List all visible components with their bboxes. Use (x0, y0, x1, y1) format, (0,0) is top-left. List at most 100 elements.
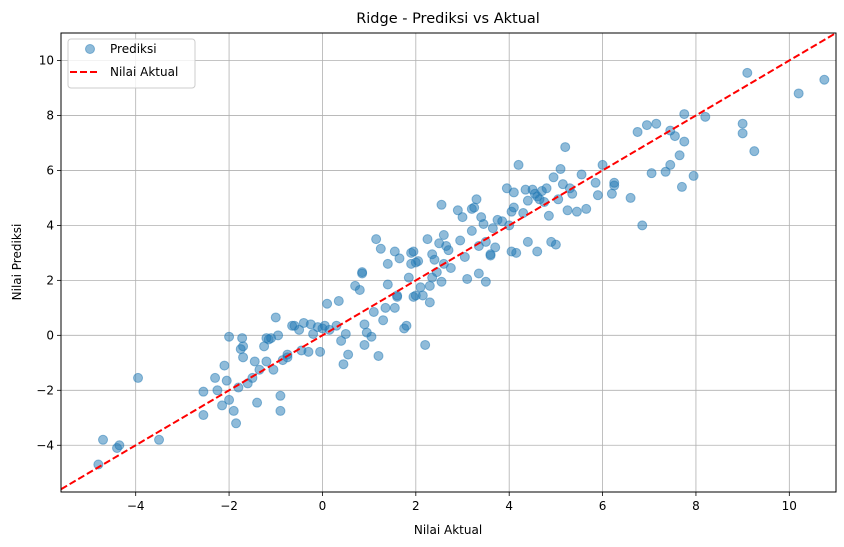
scatter-point (378, 315, 389, 326)
plot-area (60, 32, 837, 493)
scatter-point (249, 356, 260, 367)
scatter-point (487, 223, 498, 234)
scatter-point (555, 164, 566, 175)
scatter-point (508, 202, 519, 213)
scatter-point (238, 341, 249, 352)
scatter-point (567, 188, 578, 199)
scatter-point (522, 195, 533, 206)
scatter-point (343, 349, 354, 360)
scatter-point (315, 346, 326, 357)
scatter-point (473, 268, 484, 279)
scatter-point (793, 88, 804, 99)
scatter-point (303, 346, 314, 357)
scatter-point (436, 199, 447, 210)
scatter-point (224, 331, 235, 342)
scatter-point (459, 252, 470, 263)
scatter-point (382, 258, 393, 269)
scatter-point (322, 298, 333, 309)
scatter-point (462, 273, 473, 284)
scatter-point (420, 339, 431, 350)
grid-lines (61, 33, 836, 492)
scatter-point (522, 236, 533, 247)
scatter-point (275, 405, 286, 416)
scatter-point (224, 394, 235, 405)
scatter-point (674, 150, 685, 161)
y-tick-label: −4 (36, 438, 54, 452)
scatter-point (221, 375, 232, 386)
scatter-point (651, 118, 662, 129)
scatter-point (228, 405, 239, 416)
scatter-point (609, 177, 620, 188)
scatter-point (513, 159, 524, 170)
scatter-point (114, 440, 125, 451)
scatter-point (403, 272, 414, 283)
scatter-point (688, 170, 699, 181)
scatter-point (354, 284, 365, 295)
scatter-point (529, 188, 540, 199)
y-tick-label: 2 (46, 273, 54, 287)
scatter-point (231, 418, 242, 429)
scatter-point (270, 312, 281, 323)
scatter-point (737, 118, 748, 129)
y-axis-ticks: −4 −2 0 2 4 6 8 10 (36, 53, 61, 452)
scatter-point (198, 410, 209, 421)
scatter-point (679, 136, 690, 147)
scatter-point (508, 187, 519, 198)
scatter-point (261, 356, 272, 367)
scatter-point (669, 131, 680, 142)
scatter-point (238, 352, 249, 363)
scatter-point (389, 302, 400, 313)
scatter-point (571, 206, 582, 217)
scatter-point (198, 386, 209, 397)
x-tick-label: −2 (220, 499, 238, 513)
scatter-point (133, 372, 144, 383)
scatter-point (452, 205, 463, 216)
y-tick-label: 4 (46, 218, 54, 232)
scatter-point (415, 282, 426, 293)
x-axis-ticks: −4 −2 0 2 4 6 8 10 (127, 492, 797, 513)
scatter-point (625, 192, 636, 203)
scatter-point (338, 359, 349, 370)
scatter-point (436, 276, 447, 287)
x-tick-label: −4 (127, 499, 145, 513)
x-axis-label: Nilai Aktual (414, 523, 482, 537)
scatter-point (394, 253, 405, 264)
scatter-point (576, 169, 587, 180)
scatter-point (737, 128, 748, 139)
scatter-point (98, 434, 109, 445)
scatter-point (560, 142, 571, 153)
scatter-point (371, 234, 382, 245)
scatter-point (212, 385, 223, 396)
scatter-point (597, 159, 608, 170)
scatter-point (455, 235, 466, 246)
scatter-point (308, 328, 319, 339)
legend-label-nilai-aktual: Nilai Aktual (110, 65, 178, 79)
scatter-point (592, 190, 603, 201)
scatter-point (408, 291, 419, 302)
scatter-point (401, 320, 412, 331)
scatter-point (261, 333, 272, 344)
legend-marker-prediksi (85, 44, 95, 54)
scatter-point (340, 328, 351, 339)
scatter-point (408, 246, 419, 257)
scatter-point (375, 243, 386, 254)
scatter-point (382, 279, 393, 290)
scatter-point (471, 194, 482, 205)
scatter-point (665, 159, 676, 170)
scatter-point (606, 188, 617, 199)
scatter-point (331, 320, 342, 331)
scatter-point (336, 335, 347, 346)
x-tick-label: 10 (782, 499, 797, 513)
scatter-point (541, 183, 552, 194)
scatter-point (429, 254, 440, 265)
scatter-point (819, 74, 830, 85)
scatter-point (480, 276, 491, 287)
y-axis-label: Nilai Prediksi (10, 224, 24, 301)
scatter-point (287, 320, 298, 331)
scatter-point (392, 291, 403, 302)
scatter-point (333, 295, 344, 306)
scatter-point (357, 267, 368, 278)
scatter-point (252, 397, 263, 408)
scatter-point (380, 302, 391, 313)
scatter-point (532, 246, 543, 257)
